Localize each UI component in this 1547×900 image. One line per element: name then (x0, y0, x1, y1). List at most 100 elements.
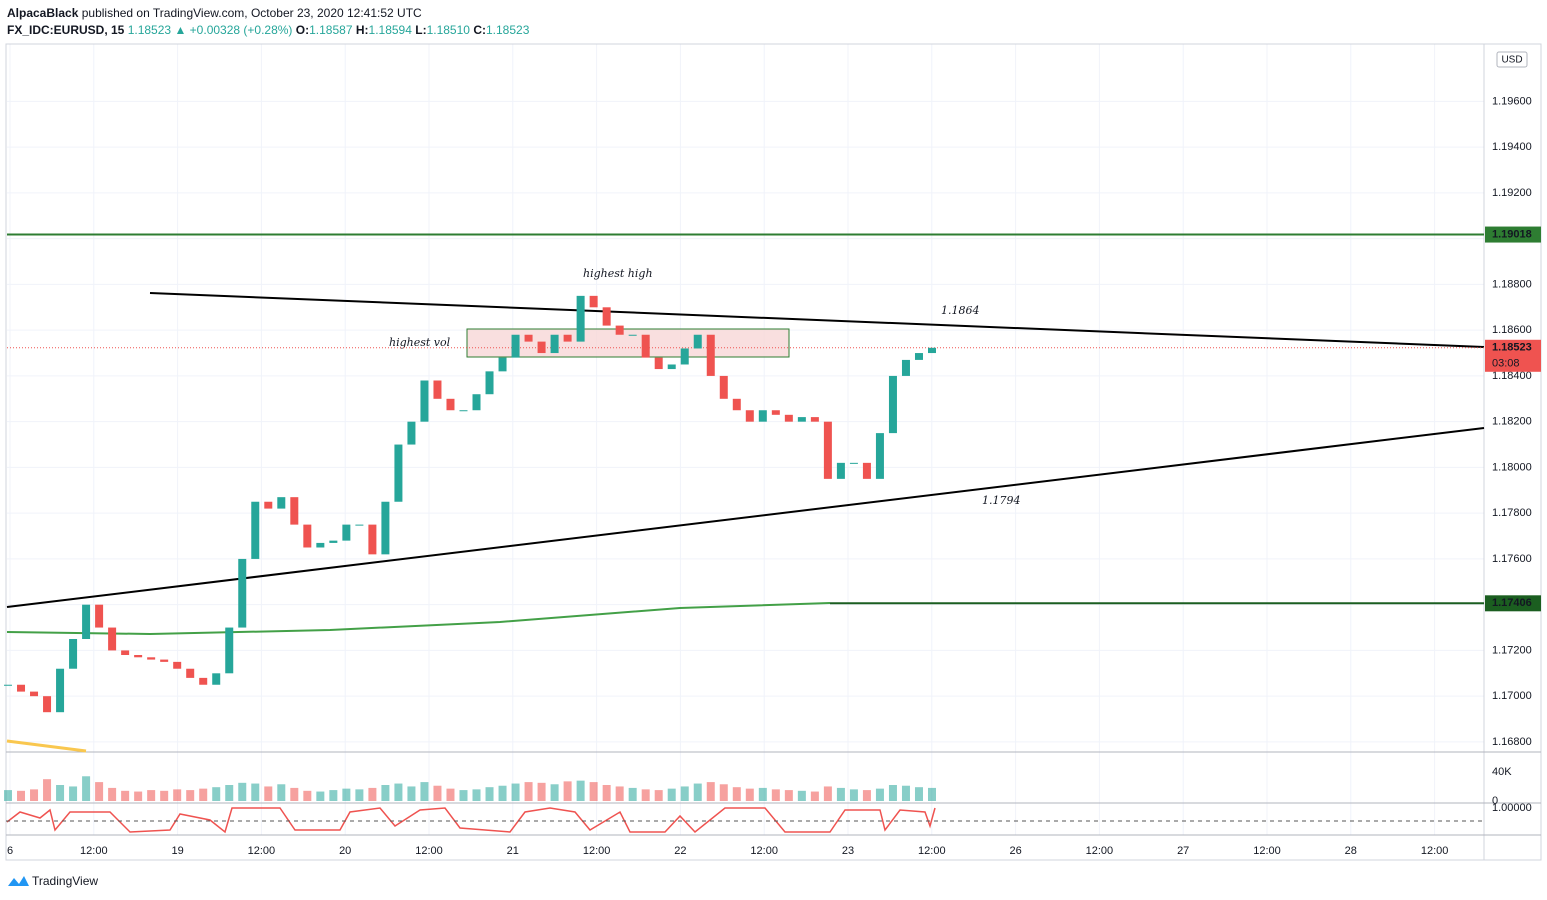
candle (771, 410, 780, 415)
volume-bar (17, 790, 26, 801)
candle (758, 410, 767, 422)
candle (407, 421, 416, 445)
candle (69, 638, 78, 669)
volume-bar (4, 790, 12, 801)
candle (186, 668, 195, 678)
volume-bar (797, 790, 806, 801)
moving-average (6, 602, 831, 636)
candle (888, 375, 897, 434)
currency: USD (1501, 55, 1522, 66)
candle (810, 417, 819, 422)
level-tag (1485, 226, 1541, 243)
currency-box[interactable] (1496, 51, 1528, 68)
volume-bar (251, 783, 260, 801)
candle (134, 655, 143, 658)
x-tick-label: 12:00 (918, 845, 946, 857)
header: AlpacaBlack published on TradingView.com… (7, 5, 529, 39)
volume-bar (316, 791, 325, 801)
volume-bar (147, 790, 156, 801)
candle (784, 414, 793, 422)
candle (641, 334, 650, 358)
candle (732, 398, 741, 411)
candle (43, 696, 52, 713)
y-tick-label: 1.16800 (1492, 736, 1532, 748)
y-tick-label: 1.17200 (1492, 644, 1532, 656)
volume-bar (225, 785, 234, 801)
volume-bar (472, 789, 481, 801)
candle (602, 307, 611, 326)
candle (4, 684, 12, 686)
volume-bar (928, 787, 936, 801)
candle (511, 334, 520, 358)
volume-bar (186, 790, 195, 801)
volume-bar (680, 786, 689, 801)
volume-bar (576, 780, 585, 801)
y-tick-label: 1.18400 (1492, 370, 1532, 382)
volume-bar (667, 788, 676, 801)
candle (693, 334, 702, 349)
volume-bar (901, 785, 910, 801)
volume-bar (823, 786, 832, 801)
candle (537, 341, 546, 354)
last-price-label: 1.18523 (1492, 342, 1532, 354)
candle (498, 357, 507, 372)
candle (56, 668, 65, 713)
candle (82, 604, 91, 639)
volume-bar (810, 791, 819, 801)
volume-bar (498, 785, 507, 801)
candle (615, 325, 624, 335)
publish-line: AlpacaBlack published on TradingView.com… (7, 5, 529, 22)
candle (446, 398, 455, 411)
last-price-tag (1485, 339, 1541, 372)
volume-bar (914, 787, 923, 801)
annotation: 1.1864 (941, 304, 980, 317)
y-tick-label: 1.17800 (1492, 507, 1532, 519)
c-key: C: (473, 23, 486, 37)
candle (173, 661, 182, 669)
annotation: 1.1794 (982, 494, 1021, 507)
candle (342, 524, 351, 541)
volume-bar (706, 782, 715, 801)
candle (251, 501, 260, 559)
x-tick-label: 21 (507, 845, 519, 857)
x-tick-label: 23 (842, 845, 854, 857)
candle (849, 462, 858, 464)
candle (928, 347, 936, 354)
publisher[interactable]: AlpacaBlack (7, 6, 79, 20)
h: 1.18594 (368, 23, 412, 37)
candle (719, 375, 728, 399)
volume-bar (888, 785, 897, 801)
volume-bar (264, 786, 273, 801)
volume-bar (342, 788, 351, 801)
candle (17, 684, 26, 692)
candle (303, 524, 312, 548)
candle (433, 380, 442, 399)
volume-bar (82, 776, 91, 801)
candle (680, 348, 689, 365)
candle (654, 357, 663, 370)
x-tick-label: 27 (1177, 845, 1189, 857)
volume-bar (641, 789, 650, 801)
candle (589, 295, 598, 308)
volume-bar (849, 789, 858, 801)
candle (30, 691, 39, 697)
y-tick-label: 1.19200 (1492, 187, 1532, 199)
candle (277, 497, 286, 509)
volume-bar (43, 779, 52, 801)
ma-yellow (6, 739, 87, 753)
candle (745, 410, 754, 422)
candle (901, 359, 910, 376)
candle (329, 540, 338, 543)
x-tick-label: 12:00 (415, 845, 443, 857)
volume-bar (173, 789, 182, 801)
volume-bar (446, 788, 455, 801)
volume-bar (394, 783, 403, 801)
candle (667, 364, 676, 370)
y-tick-label: 1.17600 (1492, 553, 1532, 565)
candle (875, 433, 884, 479)
volume-bar (875, 788, 884, 801)
volume-bar (563, 781, 572, 801)
symbol: FX_IDC:EURUSD, 15 (7, 23, 125, 37)
